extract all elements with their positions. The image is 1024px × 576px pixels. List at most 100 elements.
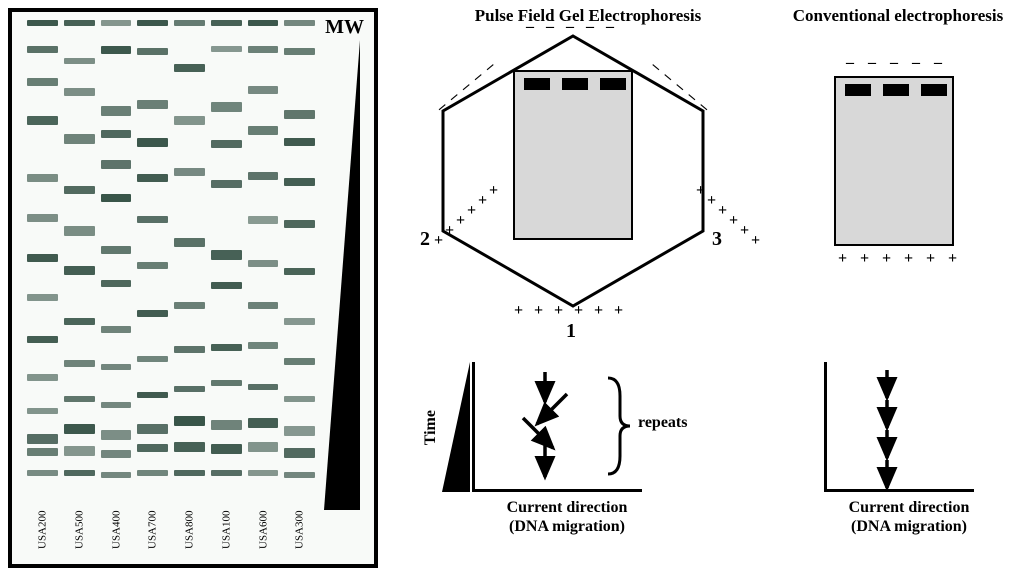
plus-symbol: + [948, 250, 957, 268]
xlabel-line1: Current direction [849, 499, 970, 516]
plus-symbol: + [434, 232, 443, 250]
gel-band [101, 450, 132, 458]
gel-band [27, 408, 58, 414]
gel-band [284, 448, 315, 458]
repeat-bracket [606, 376, 632, 476]
gel-band [27, 116, 58, 125]
gel-band [64, 266, 95, 275]
minus-symbol: – [526, 18, 534, 36]
gel-band [64, 134, 95, 144]
plus-symbol: + [729, 212, 738, 230]
gel-band [101, 106, 132, 116]
gel-band [211, 282, 242, 289]
gel-band [64, 58, 95, 64]
gel-band [211, 250, 242, 260]
gel-band [174, 346, 205, 353]
plus-symbol: + [445, 222, 454, 240]
gel-band [284, 396, 315, 402]
gel-band [211, 344, 242, 351]
gel-band [248, 172, 279, 180]
gel-band [211, 420, 242, 430]
conv-xlabel: Current direction (DNA migration) [814, 498, 1004, 536]
gel-band [27, 78, 58, 86]
plus-symbol: + [456, 212, 465, 230]
gel-band [248, 302, 279, 309]
gel-band [101, 280, 132, 287]
gel-band [284, 472, 315, 478]
electrode-num-2: 2 [420, 228, 430, 251]
gel-band [64, 360, 95, 367]
lane-label: USA600 [245, 510, 282, 560]
gel-band [248, 126, 279, 135]
pfge-gel [513, 70, 633, 240]
plus-symbol: + [594, 302, 603, 320]
minus-symbol: – [546, 18, 554, 36]
gel-band [174, 238, 205, 247]
plus-symbol: + [751, 232, 760, 250]
lane-label: USA400 [98, 510, 135, 560]
gel-band [284, 426, 315, 436]
gel-band [284, 318, 315, 325]
gel-band [27, 294, 58, 301]
lane-label: USA100 [208, 510, 245, 560]
gel-band [137, 262, 168, 269]
gel-band [101, 430, 132, 440]
gel-band [27, 448, 58, 456]
minus-symbol: – [846, 54, 854, 72]
gel-image-panel: MW USA200USA500USA400USA700USA800USA100U… [8, 8, 378, 568]
mw-label: MW [325, 16, 364, 39]
gel-band [211, 46, 242, 52]
xlabel-line2: (DNA migration) [509, 518, 625, 535]
gel-band [64, 20, 95, 26]
gel-band [211, 444, 242, 454]
gel-band [248, 384, 279, 390]
gel-band [174, 470, 205, 476]
conv-apparatus: –––––++++++ [828, 58, 968, 298]
gel-band [137, 138, 168, 147]
plus-symbol: + [574, 302, 583, 320]
gel-lane [135, 18, 170, 508]
gel-band [284, 178, 315, 186]
gel-band [211, 102, 242, 112]
conv-arrows [827, 362, 977, 492]
gel-band [101, 160, 132, 169]
pfge-xlabel: Current direction (DNA migration) [472, 498, 662, 536]
gel-band [64, 470, 95, 476]
gel-band [64, 318, 95, 325]
gel-band [101, 20, 132, 26]
conv-migration: Current direction (DNA migration) [808, 358, 1008, 568]
pfge-apparatus: 1 2 3 –––––++++++++++++++++++–––––––––– [428, 32, 718, 332]
plus-symbol: + [860, 250, 869, 268]
gel-band [248, 20, 279, 26]
gel-band [174, 116, 205, 125]
gel-band [27, 434, 58, 444]
lane-label: USA300 [281, 510, 318, 560]
pfge-migration: Time repeats Current direction (DNA migr… [428, 358, 728, 568]
gel-band [27, 174, 58, 182]
mw-triangle [324, 40, 360, 510]
plus-symbol: + [467, 202, 476, 220]
gel-band [101, 402, 132, 408]
minus-symbol: – [586, 18, 594, 36]
gel-band [248, 470, 279, 476]
minus-symbol: – [566, 18, 574, 36]
time-axis-label: Time [422, 410, 440, 445]
gel-band [284, 138, 315, 146]
electrode-num-1: 1 [566, 320, 576, 343]
gel-band [174, 302, 205, 309]
gel-band [27, 254, 58, 262]
gel-band [137, 356, 168, 362]
gel-band [101, 246, 132, 254]
minus-symbol: – [890, 54, 898, 72]
gel-band [64, 396, 95, 402]
plus-symbol: + [696, 182, 705, 200]
plus-symbol: + [534, 302, 543, 320]
gel-band [101, 364, 132, 370]
gel-lane [246, 18, 281, 508]
lane-label: USA200 [24, 510, 61, 560]
diagrams-panel: Pulse Field Gel Electrophoresis Conventi… [398, 8, 1016, 568]
plus-symbol: + [882, 250, 891, 268]
gel-band [27, 336, 58, 343]
plus-symbol: + [707, 192, 716, 210]
gel-band [174, 64, 205, 72]
